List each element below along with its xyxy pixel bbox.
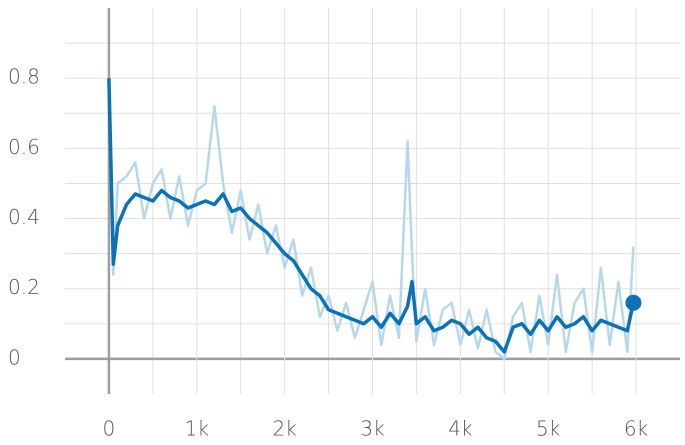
y-tick-label: 0.6 [8,135,40,159]
x-tick-label: 0 [103,417,116,441]
x-tick-label: 2k [272,417,296,441]
x-tick-label: 4k [448,417,472,441]
x-tick-label: 5k [536,417,560,441]
x-tick-label: 3k [360,417,384,441]
y-tick-label: 0.2 [8,275,40,299]
smoothed-line [107,78,636,354]
x-tick-label: 1k [185,417,209,441]
last-point [625,294,642,311]
y-tick-label: 0 [8,345,21,369]
y-tick-label: 0.4 [8,205,40,229]
x-tick-label: 6k [624,417,648,441]
y-tick-label: 0.8 [8,65,40,89]
